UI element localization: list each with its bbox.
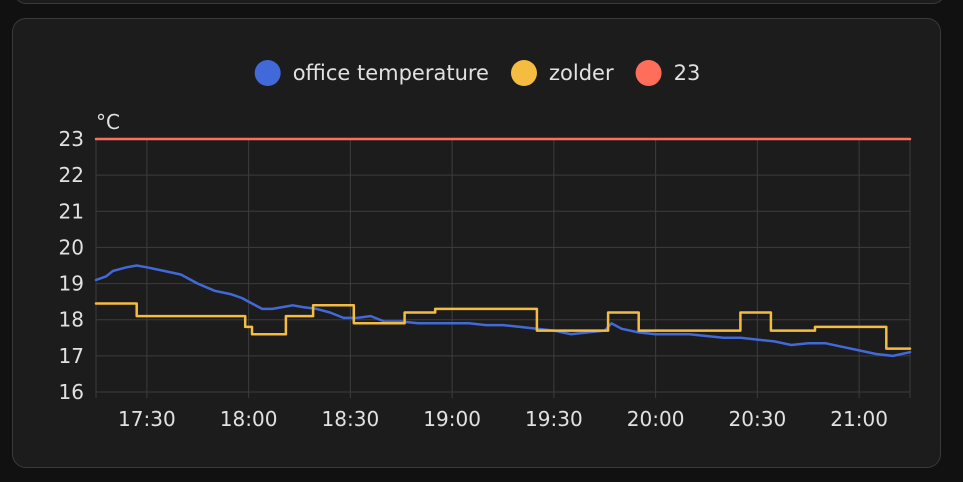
legend-swatch-zolder [510,60,537,86]
y-tick-label: 17 [59,344,84,368]
x-tick-label: 18:30 [322,407,380,431]
previous-card-edge [14,0,945,4]
y-tick-label: 16 [59,380,84,404]
x-tick-label: 19:00 [423,407,481,431]
y-axis-unit-label: °C [96,110,120,134]
legend-label-office-temperature: office temperature [293,61,489,85]
x-tick-label: 17:30 [118,407,176,431]
y-tick-label: 19 [59,272,84,296]
legend-swatch-office-temperature [254,60,281,86]
chart-card: 16 17 18 19 20 21 22 23 17:30 18:00 18:30 19:00 19:3… [12,18,941,468]
legend: office temperature zolder 23 [254,60,701,86]
x-tick-label: 20:30 [729,407,787,431]
grid [95,138,911,398]
y-tick-label: 21 [59,199,84,223]
y-tick-label: 18 [59,308,84,332]
temperature-chart: 16 17 18 19 20 21 22 23 17:30 18:00 18:30 19:00 19:3… [59,60,912,431]
y-tick-label: 20 [59,235,84,259]
x-tick-label: 19:30 [525,407,583,431]
x-tick-label: 18:00 [220,407,278,431]
x-tick-label: 20:00 [627,407,685,431]
series-line-office-temperature [94,264,912,358]
x-tick-label: 21:00 [830,407,888,431]
y-tick-label: 22 [59,163,84,187]
series-layer [94,137,912,358]
series-line-zolder [94,302,912,350]
legend-swatch-23 [635,60,662,86]
axes: 16 17 18 19 20 21 22 23 17:30 18:00 18:30 19:00 19:3… [59,127,888,431]
legend-label-zolder: zolder [549,61,614,85]
legend-label-23: 23 [674,61,701,85]
y-tick-label: 23 [59,127,84,151]
